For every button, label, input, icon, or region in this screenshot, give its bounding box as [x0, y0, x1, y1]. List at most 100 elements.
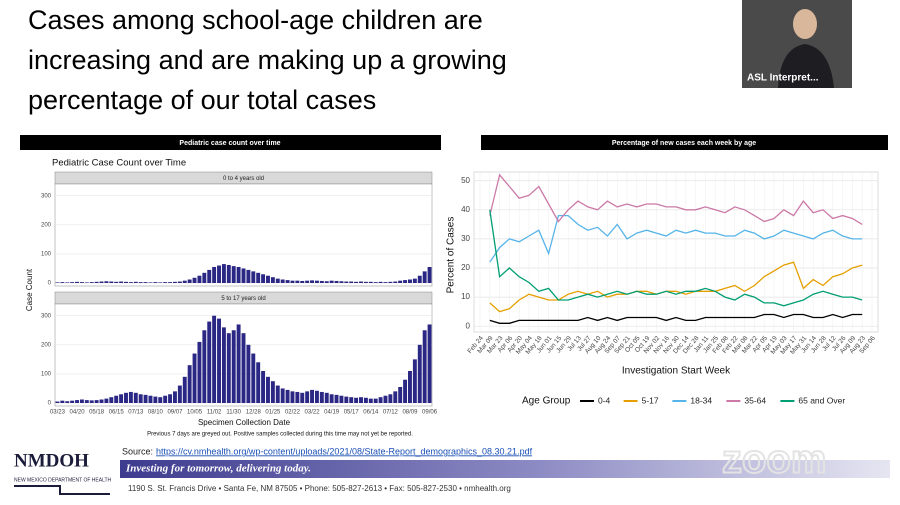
bar — [217, 318, 221, 403]
bar — [408, 371, 412, 403]
bar — [109, 281, 114, 283]
bar — [251, 271, 256, 283]
bar — [363, 397, 368, 403]
legend-label: 35-64 — [744, 395, 766, 405]
legend-title: Age Group — [522, 396, 571, 407]
bar — [70, 400, 75, 403]
bar — [138, 282, 143, 283]
y-tick-label: 0 — [48, 401, 52, 407]
bar — [75, 400, 79, 403]
bar — [60, 400, 65, 403]
bar — [344, 396, 349, 403]
bar — [329, 394, 334, 403]
bar — [221, 327, 226, 403]
x-tick-label: 06/14 — [363, 410, 379, 416]
bar — [158, 397, 163, 403]
logo-subtitle: NEW MEXICO DEPARTMENT OF HEALTH — [14, 477, 112, 483]
bar — [412, 359, 417, 403]
bar — [354, 397, 359, 403]
bar — [285, 389, 290, 403]
bar — [422, 330, 427, 403]
bar — [84, 282, 89, 283]
bar — [124, 281, 128, 283]
facet-label: 0 to 4 years old — [223, 176, 264, 182]
bar — [349, 397, 354, 403]
series-line — [489, 214, 863, 263]
bar — [231, 330, 236, 403]
bar — [314, 280, 319, 283]
bar — [84, 400, 89, 403]
bar — [388, 394, 393, 403]
logo: NMDOH — [14, 450, 89, 471]
banner-text: Investing for tomorrow, delivering today… — [125, 463, 311, 475]
y-tick-label: 300 — [41, 193, 52, 199]
logo-rule — [14, 485, 110, 495]
bar — [187, 279, 192, 283]
x-tick-label: 05/17 — [344, 410, 360, 416]
source-link[interactable]: https://cv.nmhealth.org/wp-content/uploa… — [156, 446, 533, 456]
bar — [295, 391, 300, 403]
bar — [109, 397, 114, 403]
bar — [398, 387, 403, 403]
bar — [236, 324, 241, 403]
bar — [124, 392, 128, 403]
bar — [339, 395, 344, 403]
bar — [138, 394, 143, 403]
bar — [373, 398, 378, 403]
bar — [388, 281, 393, 283]
x-tick-label: 05/18 — [89, 410, 105, 416]
bar — [143, 282, 148, 283]
y-tick-label: 10 — [461, 292, 470, 301]
bar — [383, 395, 388, 403]
bar — [55, 282, 60, 283]
bar — [266, 275, 270, 283]
legend-label: 65 and Over — [798, 395, 845, 405]
bar — [153, 396, 158, 403]
zoom-watermark: zoom — [722, 438, 826, 482]
bar — [89, 282, 94, 283]
panel-header — [481, 135, 888, 150]
y-tick-label: 0 — [48, 281, 52, 287]
y-tick-label: 50 — [461, 176, 470, 185]
participant-name: ASL Interpret... — [747, 73, 819, 84]
bar — [119, 281, 124, 283]
bar — [202, 330, 207, 403]
x-tick-label: 07/13 — [128, 410, 144, 416]
slide-title: increasing and are making up a growing — [28, 45, 507, 75]
x-tick-label: 11/02 — [207, 410, 222, 416]
bar — [403, 280, 408, 283]
bar — [192, 277, 197, 283]
bar — [104, 281, 109, 283]
bar — [187, 365, 192, 403]
bar — [168, 282, 173, 283]
bar — [354, 281, 359, 283]
bar — [60, 282, 65, 283]
bar — [99, 399, 104, 403]
bar — [412, 278, 417, 283]
bar — [89, 400, 94, 403]
bar — [133, 392, 138, 403]
chart-note: Previous 7 days are greyed out. Positive… — [147, 432, 413, 438]
bar — [427, 267, 432, 283]
slide-title: percentage of our total cases — [28, 85, 376, 115]
bar — [290, 391, 295, 403]
bar — [295, 280, 300, 283]
x-tick-label: 10/05 — [187, 410, 203, 416]
bar — [334, 394, 339, 403]
bar — [300, 392, 305, 403]
bar — [236, 267, 241, 283]
legend-label: 0-4 — [598, 395, 611, 405]
bar — [305, 391, 310, 403]
bar — [324, 392, 329, 403]
bar — [226, 264, 231, 283]
source-label: Source: — [122, 446, 153, 456]
y-tick-label: 100 — [41, 251, 52, 257]
x-tick-label: 07/12 — [383, 410, 399, 416]
bar — [305, 280, 310, 283]
bar — [70, 282, 75, 283]
bar — [104, 398, 109, 403]
bar — [363, 281, 368, 283]
x-tick-label: 09/07 — [167, 410, 183, 416]
bar — [172, 281, 177, 283]
